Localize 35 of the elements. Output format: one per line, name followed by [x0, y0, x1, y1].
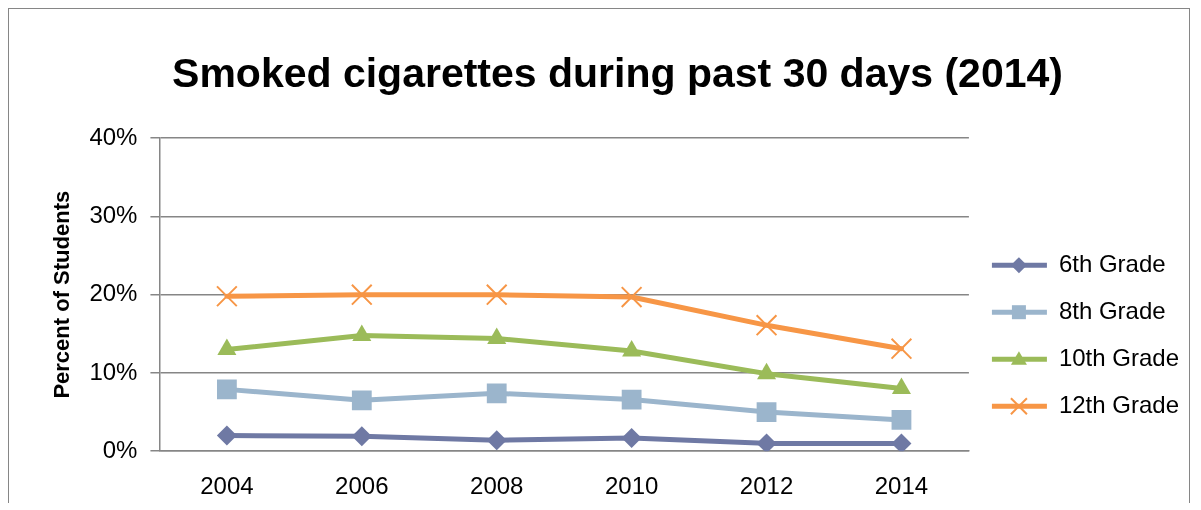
point	[216, 425, 237, 446]
legend-label: 8th Grade	[1058, 296, 1166, 324]
point	[351, 390, 372, 411]
point	[621, 389, 642, 410]
x-tick-label: 2006	[335, 472, 389, 500]
point	[216, 379, 237, 400]
x-tick-label: 2012	[739, 472, 794, 500]
point	[621, 427, 642, 448]
point	[756, 402, 777, 422]
point	[486, 383, 507, 404]
point	[350, 283, 373, 306]
x-tick-label: 2008	[470, 472, 524, 500]
point	[351, 426, 372, 447]
point	[891, 433, 912, 452]
x-tick-label: 2004	[200, 472, 254, 500]
legend-label: 6th Grade	[1058, 249, 1166, 277]
y-tick-label: 0%	[102, 435, 138, 463]
point	[486, 430, 507, 451]
chart-title: Smoked cigarettes during past 30 days (2014)	[172, 49, 1063, 96]
point	[485, 283, 508, 306]
legend-label: 10th Grade	[1058, 343, 1180, 371]
y-tick-label: 40%	[89, 122, 138, 150]
point	[891, 410, 912, 430]
point	[756, 433, 777, 452]
y-axis-title: Percent of Students	[49, 190, 75, 399]
y-tick-label: 20%	[89, 279, 138, 307]
point	[620, 286, 643, 308]
y-tick-label: 30%	[89, 201, 138, 229]
x-tick-label: 2014	[874, 472, 929, 500]
point	[755, 314, 778, 337]
legend-label: 12th Grade	[1058, 390, 1180, 418]
point	[890, 337, 913, 360]
x-tick-label: 2010	[604, 472, 659, 500]
y-tick-label: 10%	[89, 357, 138, 385]
point	[215, 285, 238, 308]
